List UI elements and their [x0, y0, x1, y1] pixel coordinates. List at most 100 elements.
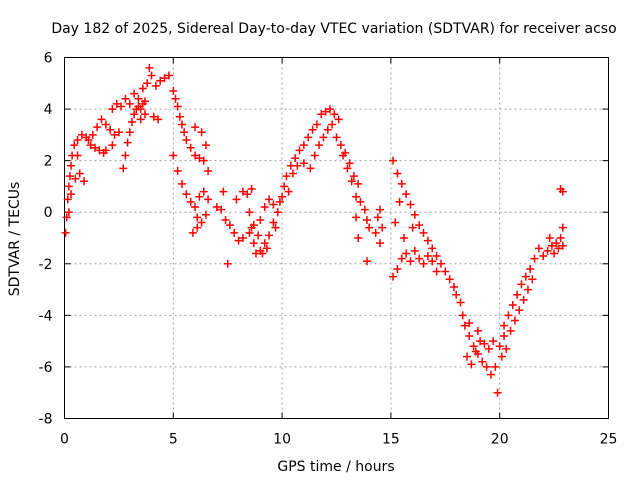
- data-point: [147, 71, 156, 80]
- data-point: [550, 249, 559, 258]
- data-point: [478, 357, 487, 366]
- data-point: [180, 128, 189, 137]
- data-point: [299, 141, 308, 150]
- data-point: [397, 254, 406, 263]
- data-point: [173, 166, 182, 175]
- data-point: [288, 169, 297, 178]
- data-point: [101, 146, 110, 155]
- data-point: [249, 239, 258, 248]
- data-point: [73, 151, 82, 160]
- data-point: [513, 290, 522, 299]
- data-point: [336, 141, 345, 150]
- data-point: [269, 218, 278, 227]
- data-point: [343, 164, 352, 173]
- data-point: [77, 130, 86, 139]
- data-point: [486, 370, 495, 379]
- data-point: [317, 110, 326, 119]
- data-point: [339, 151, 348, 160]
- data-point: [458, 311, 467, 320]
- data-point: [204, 195, 213, 204]
- data-point: [225, 221, 234, 230]
- data-point: [423, 252, 432, 261]
- data-point: [410, 210, 419, 219]
- data-point: [143, 79, 152, 88]
- data-point: [127, 117, 136, 126]
- data-point: [217, 205, 226, 214]
- data-point: [530, 254, 539, 263]
- data-point: [178, 120, 187, 129]
- data-point: [243, 190, 252, 199]
- data-point: [114, 128, 123, 137]
- data-point: [260, 203, 269, 212]
- data-point: [552, 239, 561, 248]
- data-point: [164, 71, 173, 80]
- data-point: [149, 112, 158, 121]
- data-point: [108, 141, 117, 150]
- data-point: [219, 187, 228, 196]
- data-point: [238, 234, 247, 242]
- data-point: [64, 208, 73, 217]
- chart-title: Day 182 of 2025, Sidereal Day-to-day VTE…: [51, 21, 616, 37]
- data-point: [441, 267, 450, 276]
- data-point: [97, 115, 106, 124]
- data-point: [138, 84, 147, 93]
- data-point: [125, 128, 134, 137]
- data-point: [523, 285, 532, 294]
- data-point: [130, 89, 139, 98]
- data-point: [201, 141, 210, 150]
- data-point: [280, 182, 289, 191]
- data-point: [504, 311, 513, 320]
- data-point: [141, 110, 150, 119]
- data-point: [160, 74, 169, 83]
- data-point: [471, 347, 480, 356]
- data-point: [397, 179, 406, 188]
- data-point: [121, 151, 130, 160]
- data-point: [84, 136, 93, 145]
- data-point: [212, 203, 221, 212]
- data-point: [245, 228, 254, 237]
- data-point: [469, 342, 478, 351]
- data-point: [61, 228, 70, 237]
- data-point: [278, 192, 287, 201]
- data-point: [193, 223, 202, 232]
- data-point: [110, 130, 119, 139]
- data-point: [63, 195, 72, 204]
- data-point: [232, 195, 241, 204]
- y-tick-label: -4: [39, 308, 53, 324]
- y-tick-label: 2: [44, 154, 53, 170]
- data-point: [432, 267, 441, 276]
- data-point: [465, 319, 474, 328]
- data-point: [182, 136, 191, 145]
- data-point: [197, 128, 206, 137]
- data-point: [254, 231, 263, 240]
- data-point: [321, 107, 330, 116]
- data-point: [273, 208, 282, 217]
- data-point: [484, 344, 493, 353]
- data-point: [315, 141, 324, 150]
- data-point: [193, 213, 202, 222]
- data-point: [221, 215, 230, 224]
- data-point: [93, 123, 102, 132]
- data-point: [101, 120, 110, 129]
- data-point: [506, 326, 515, 335]
- data-point: [199, 156, 208, 165]
- data-point: [482, 362, 491, 371]
- data-point: [497, 352, 506, 361]
- data-point: [295, 146, 304, 155]
- data-point: [330, 110, 339, 119]
- data-point: [491, 362, 500, 371]
- data-point: [197, 218, 206, 227]
- data-points: [61, 63, 567, 397]
- data-point: [352, 192, 361, 201]
- data-point: [558, 187, 567, 196]
- data-point: [521, 272, 530, 281]
- data-point: [67, 161, 76, 170]
- data-point: [534, 244, 543, 253]
- x-tick-label: 5: [169, 432, 178, 448]
- grid-lines: [64, 57, 609, 419]
- data-point: [169, 87, 178, 96]
- data-point: [456, 298, 465, 307]
- data-point: [169, 151, 178, 160]
- y-tick-label: 4: [44, 102, 53, 118]
- data-point: [256, 215, 265, 224]
